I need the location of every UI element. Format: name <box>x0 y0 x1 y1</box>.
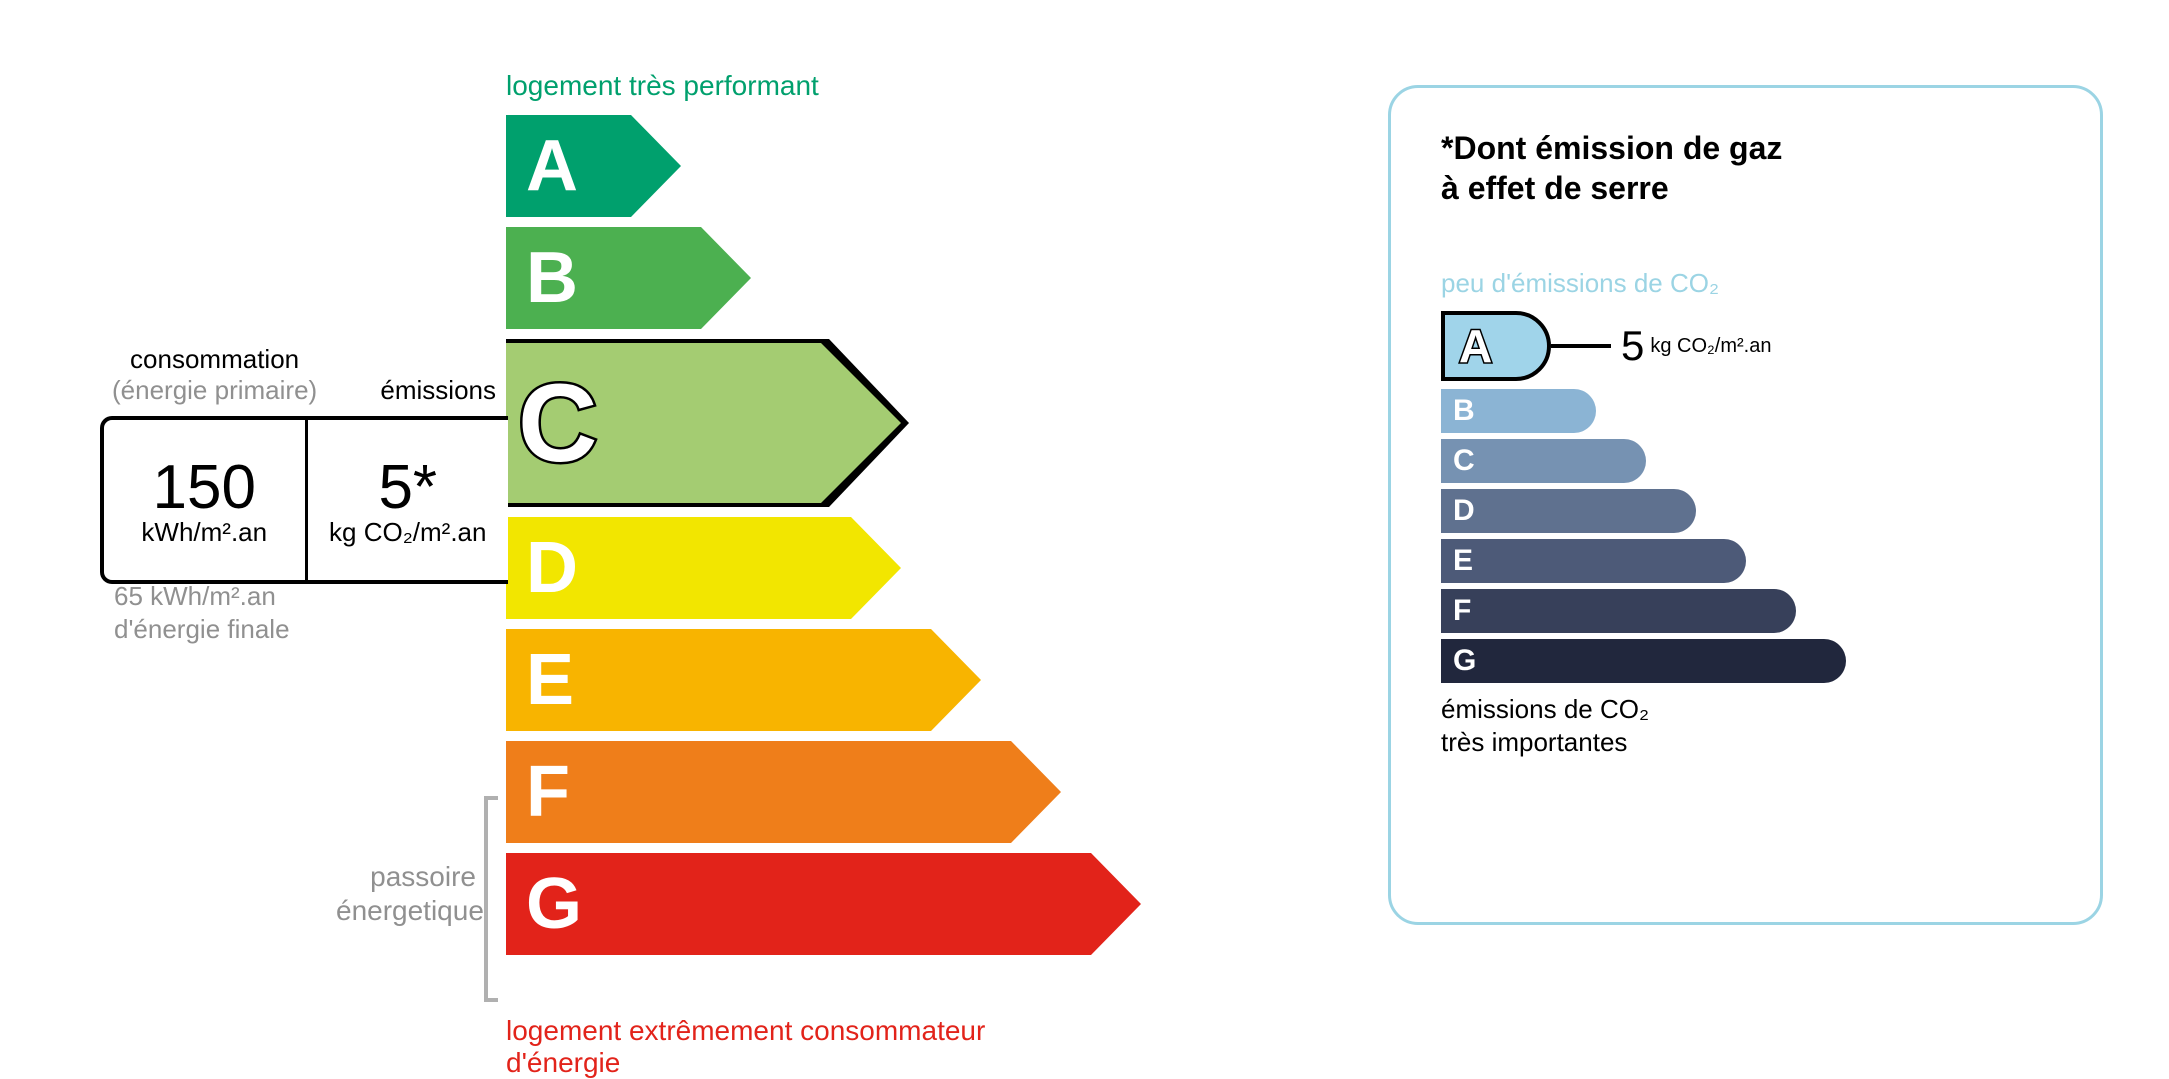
emissions-value: 5* <box>378 452 437 523</box>
consommation-sublabel: (énergie primaire) <box>112 375 317 406</box>
energy-value-box: consommation (énergie primaire) émission… <box>100 344 508 584</box>
ges-class-letter: G <box>1453 644 1476 678</box>
consommation-label: consommation <box>112 344 317 375</box>
ges-bar: E <box>1441 539 1746 583</box>
energy-class-row-f: F <box>506 741 1141 843</box>
energy-top-caption: logement très performant <box>506 70 819 102</box>
energy-class-letter: D <box>526 527 578 609</box>
ges-class-row-d: D <box>1441 489 2050 533</box>
ges-value-tick-icon <box>1551 344 1611 348</box>
passoire-label-line2: énergetique <box>336 895 484 926</box>
ges-class-letter: A <box>1459 319 1492 373</box>
value-box: 150 kWh/m².an 5* kg CO₂/m².an <box>100 416 508 584</box>
value-box-header: consommation (énergie primaire) émission… <box>100 344 508 416</box>
emissions-unit: kg CO₂/m².an <box>329 517 486 548</box>
energy-class-letter: F <box>526 751 570 833</box>
ges-class-letter: E <box>1453 544 1473 578</box>
ges-bar: F <box>1441 589 1796 633</box>
ges-class-row-a: A 5 kg CO₂/m².an <box>1441 309 2050 383</box>
energy-bar: E <box>506 629 981 731</box>
energy-bars: ABCDEFG <box>506 115 1141 965</box>
energy-class-letter: A <box>526 125 578 207</box>
consommation-label-group: consommation (énergie primaire) <box>112 344 317 406</box>
passoire-label-line1: passoire <box>370 861 476 892</box>
energy-class-letter: G <box>526 863 582 945</box>
energy-bottom-caption: logement extrêmement consommateur d'éner… <box>506 1015 1050 1079</box>
energy-bar: D <box>506 517 901 619</box>
energy-bar: F <box>506 741 1061 843</box>
ges-title-line2: à effet de serre <box>1441 170 1669 206</box>
ges-bars: A 5 kg CO₂/m².an BCDEFG <box>1441 309 2050 683</box>
ges-bottom-caption: émissions de CO₂ très importantes <box>1441 693 2050 758</box>
ges-bar: G <box>1441 639 1846 683</box>
energy-bar: B <box>506 227 751 329</box>
energy-class-row-g: G <box>506 853 1141 955</box>
energy-class-row-c: C <box>506 339 1141 507</box>
ges-bar: C <box>1441 439 1646 483</box>
consommation-value: 150 <box>153 452 256 523</box>
passoire-label: passoire énergetique <box>336 860 476 927</box>
ges-class-row-e: E <box>1441 539 2050 583</box>
consommation-unit: kWh/m².an <box>141 517 267 548</box>
passoire-bracket-icon <box>484 796 488 1002</box>
ges-bar: D <box>1441 489 1696 533</box>
ges-panel: *Dont émission de gaz à effet de serre p… <box>1388 85 2103 925</box>
ges-class-letter: F <box>1453 594 1471 628</box>
emissions-cell: 5* kg CO₂/m².an <box>308 420 509 580</box>
ges-class-row-g: G <box>1441 639 2050 683</box>
ges-bar: A <box>1441 311 1551 381</box>
ges-class-letter: C <box>1453 444 1475 478</box>
emissions-label: émissions <box>380 375 496 406</box>
consommation-cell: 150 kWh/m².an <box>104 420 308 580</box>
energy-bar: C <box>506 343 901 503</box>
energy-bar: A <box>506 115 681 217</box>
final-energy-line1: 65 kWh/m².an <box>114 581 276 611</box>
ges-top-caption: peu d'émissions de CO₂ <box>1441 268 2050 299</box>
ges-class-row-f: F <box>1441 589 2050 633</box>
ges-class-letter: B <box>1453 394 1475 428</box>
energy-class-row-d: D <box>506 517 1141 619</box>
ges-bottom-caption-line1: émissions de CO₂ <box>1441 694 1649 724</box>
energy-class-row-e: E <box>506 629 1141 731</box>
final-energy-note: 65 kWh/m².an d'énergie finale <box>114 580 290 645</box>
final-energy-line2: d'énergie finale <box>114 614 290 644</box>
ges-class-row-b: B <box>1441 389 2050 433</box>
ges-class-row-c: C <box>1441 439 2050 483</box>
ges-bottom-caption-line2: très importantes <box>1441 727 1627 757</box>
energy-bar: G <box>506 853 1141 955</box>
ges-value: 5 <box>1621 322 1644 370</box>
energy-class-row-a: A <box>506 115 1141 217</box>
ges-title-line1: *Dont émission de gaz <box>1441 130 1782 166</box>
energy-class-letter: B <box>526 237 578 319</box>
ges-value-unit: kg CO₂/m².an <box>1650 335 1771 358</box>
energy-class-letter: E <box>526 639 574 721</box>
energy-class-row-b: B <box>506 227 1141 329</box>
energy-class-letter: C <box>518 360 597 487</box>
ges-class-letter: D <box>1453 494 1475 528</box>
ges-bar: B <box>1441 389 1596 433</box>
ges-title: *Dont émission de gaz à effet de serre <box>1441 128 2050 208</box>
